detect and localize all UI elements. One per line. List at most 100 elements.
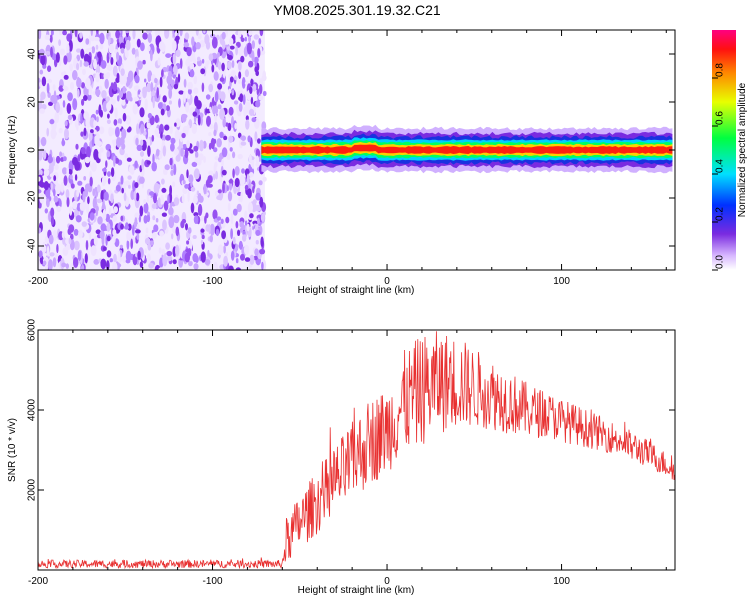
noise-blob bbox=[242, 94, 246, 105]
noise-blob bbox=[78, 229, 83, 239]
noise-blob bbox=[42, 260, 47, 266]
noise-blob bbox=[259, 248, 266, 255]
noise-blob bbox=[72, 200, 78, 210]
noise-blob bbox=[197, 192, 202, 203]
noise-blob bbox=[244, 220, 248, 227]
noise-blob bbox=[229, 76, 234, 83]
noise-blob bbox=[66, 197, 70, 208]
noise-blob bbox=[58, 85, 64, 92]
noise-blob bbox=[228, 179, 234, 184]
noise-blob bbox=[84, 253, 88, 264]
noise-blob bbox=[230, 212, 234, 225]
noise-blob bbox=[189, 69, 195, 78]
noise-blob bbox=[159, 76, 163, 88]
noise-blob bbox=[132, 224, 135, 236]
noise-blob bbox=[89, 176, 93, 187]
noise-blob bbox=[76, 48, 82, 53]
noise-blob bbox=[89, 47, 92, 53]
noise-blob bbox=[168, 87, 173, 99]
noise-blob bbox=[48, 234, 54, 245]
noise-blob bbox=[83, 61, 89, 67]
noise-blob bbox=[155, 148, 160, 157]
noise-blob bbox=[169, 157, 173, 166]
noise-blob bbox=[166, 75, 173, 85]
noise-blob bbox=[229, 147, 233, 152]
noise-blob bbox=[85, 38, 90, 45]
spectrogram-y-ticks: -40 -20 0 20 40 bbox=[27, 48, 675, 253]
noise-blob bbox=[88, 132, 93, 142]
noise-blob bbox=[190, 186, 196, 192]
noise-blob bbox=[139, 261, 144, 268]
noise-blob bbox=[95, 207, 99, 217]
noise-blob bbox=[108, 85, 115, 98]
noise-blob bbox=[172, 259, 177, 265]
noise-blob bbox=[107, 171, 111, 177]
noise-blob bbox=[162, 95, 167, 103]
noise-blob bbox=[204, 215, 207, 224]
noise-blob bbox=[249, 86, 253, 95]
noise-blob bbox=[254, 248, 259, 256]
noise-blob bbox=[38, 169, 43, 176]
noise-blob bbox=[186, 169, 189, 179]
noise-blob bbox=[195, 30, 199, 36]
noise-blob bbox=[227, 122, 232, 132]
noise-blob bbox=[252, 83, 257, 92]
noise-blob bbox=[62, 167, 68, 175]
noise-blob bbox=[93, 119, 97, 129]
noise-blob bbox=[40, 136, 47, 147]
noise-blob bbox=[150, 49, 153, 62]
noise-blob bbox=[209, 223, 215, 236]
noise-blob bbox=[134, 217, 138, 228]
noise-blob bbox=[187, 93, 191, 100]
noise-blob bbox=[144, 98, 148, 111]
noise-blob bbox=[60, 182, 65, 193]
noise-blob bbox=[171, 40, 177, 52]
noise-blob bbox=[115, 30, 120, 39]
noise-blob bbox=[89, 212, 95, 221]
colorbar-tick-label: 0.0 bbox=[715, 255, 726, 269]
noise-blob bbox=[96, 30, 99, 34]
noise-blob bbox=[197, 33, 202, 40]
noise-blob bbox=[120, 215, 124, 222]
noise-blob bbox=[147, 32, 152, 44]
spectrogram-y-tick-label: 40 bbox=[27, 48, 38, 60]
noise-blob bbox=[255, 192, 261, 201]
noise-blob bbox=[88, 34, 92, 46]
noise-blob bbox=[128, 126, 132, 132]
noise-blob bbox=[189, 62, 195, 70]
noise-blob bbox=[167, 84, 171, 90]
noise-blob bbox=[116, 51, 120, 61]
noise-blob bbox=[82, 191, 86, 203]
noise-blob bbox=[178, 98, 181, 108]
noise-blob bbox=[220, 218, 224, 224]
noise-blob bbox=[141, 158, 145, 171]
noise-blob bbox=[154, 127, 160, 136]
noise-blob bbox=[72, 98, 78, 111]
noise-blob bbox=[181, 132, 186, 139]
noise-blob bbox=[50, 207, 55, 218]
noise-blob bbox=[55, 52, 60, 63]
noise-blob bbox=[107, 113, 110, 119]
noise-blob bbox=[108, 43, 115, 54]
noise-blob bbox=[76, 88, 80, 98]
noise-blob bbox=[234, 166, 240, 176]
noise-blob bbox=[234, 177, 240, 188]
noise-blob bbox=[211, 36, 218, 49]
noise-blob bbox=[113, 253, 117, 264]
noise-blob bbox=[242, 230, 246, 236]
noise-blob bbox=[140, 42, 145, 52]
noise-blob bbox=[77, 154, 81, 163]
noise-blob bbox=[144, 78, 147, 83]
noise-blob bbox=[91, 162, 97, 172]
noise-blob bbox=[48, 101, 53, 107]
noise-blob bbox=[48, 162, 54, 174]
spectrogram-x-tick-label: 100 bbox=[553, 276, 570, 287]
noise-blob bbox=[216, 34, 220, 41]
spectrogram-x-tick-label: -200 bbox=[28, 276, 48, 287]
noise-blob bbox=[191, 36, 195, 47]
noise-blob bbox=[47, 65, 52, 72]
noise-blob bbox=[114, 157, 120, 164]
noise-blob bbox=[93, 36, 100, 42]
colorbar-tick-label: 0.8 bbox=[715, 63, 726, 77]
noise-blob bbox=[126, 231, 131, 242]
